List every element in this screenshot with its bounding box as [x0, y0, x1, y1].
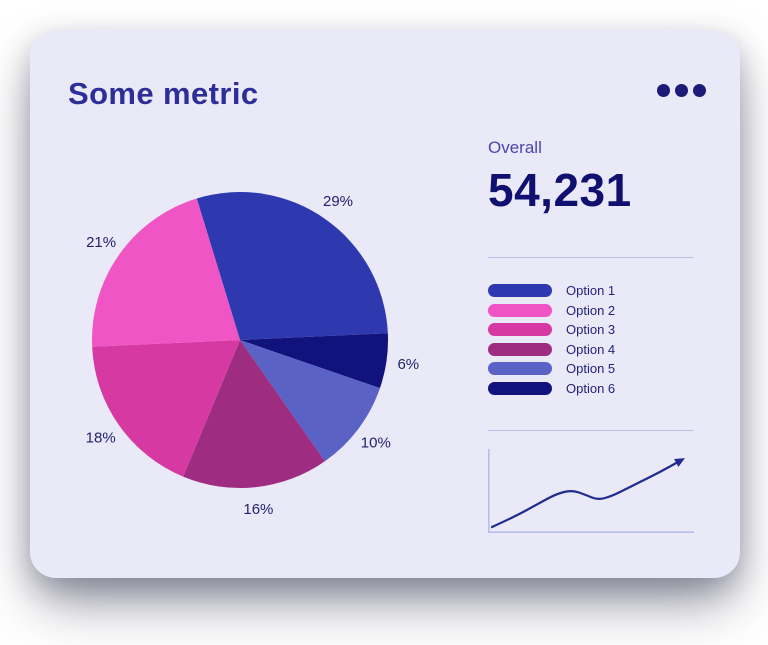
legend-label: Option 3: [566, 322, 616, 338]
pie-slice-option-2: [91, 198, 240, 347]
legend-label: Option 6: [566, 380, 616, 396]
legend-item: Option 4: [488, 340, 694, 360]
legend-label: Option 5: [566, 361, 616, 377]
legend-swatch: [488, 284, 552, 298]
ellipsis-menu-icon[interactable]: [657, 84, 706, 97]
pie-percent-label: 29%: [323, 193, 353, 210]
pie-percent-label: 21%: [86, 234, 116, 251]
pie-percent-label: 10%: [361, 434, 391, 451]
pie-slice-option-3: [92, 340, 241, 477]
pie-slice-option-4: [183, 340, 325, 489]
legend-item: Option 6: [488, 379, 694, 399]
legend-swatch: [488, 323, 552, 337]
legend-label: Option 2: [566, 302, 616, 318]
pie-slice-option-1: [196, 192, 388, 340]
pie-chart: 29% 6% 10% 16% 18% 21%: [86, 192, 419, 518]
legend-item: Option 1: [488, 281, 694, 301]
legend-item: Option 3: [488, 320, 694, 340]
legend: Option 1 Option 2 Option 3 Option 4 Option 5…: [488, 281, 694, 398]
legend-swatch: [488, 342, 552, 356]
legend-swatch: [488, 381, 552, 395]
menu-dot: [675, 84, 688, 97]
overall-label: Overall: [488, 138, 542, 157]
legend-swatch: [488, 303, 552, 317]
legend-label: Option 4: [566, 341, 616, 357]
menu-dot: [657, 84, 670, 97]
sparkline-line: [490, 460, 680, 529]
card-title: Some metric: [68, 76, 259, 111]
metric-card: Some metric 29% 6% 10% 16% 18% 21% Overall 54…: [30, 30, 740, 578]
legend-swatch: [488, 362, 552, 376]
pie-percent-label: 18%: [86, 430, 116, 447]
trend-sparkline: [488, 449, 694, 538]
legend-item: Option 2: [488, 301, 694, 321]
legend-label: Option 1: [566, 283, 616, 299]
pie-slice-option-6: [240, 333, 389, 389]
pie-percent-label: 6%: [397, 356, 419, 373]
divider: [488, 430, 694, 431]
legend-item: Option 5: [488, 359, 694, 379]
divider: [488, 257, 694, 258]
pie-slice-option-5: [240, 340, 380, 462]
menu-dot: [693, 84, 706, 97]
overall-value: 54,231: [488, 164, 632, 216]
pie-percent-label: 16%: [243, 501, 273, 518]
sparkline-arrow-icon: [674, 458, 685, 467]
